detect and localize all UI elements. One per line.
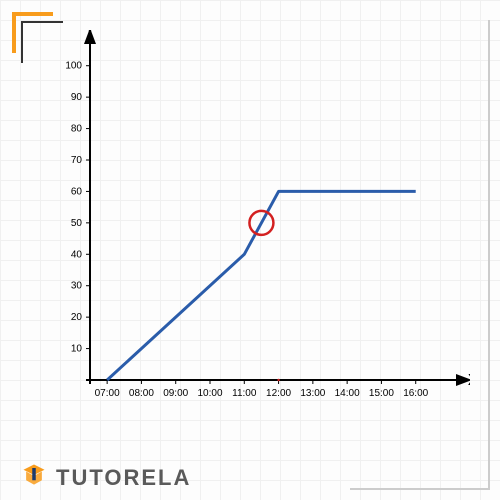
svg-text:10:00: 10:00 [197,388,222,399]
svg-text:90: 90 [71,92,83,103]
svg-text:16:00: 16:00 [403,388,428,399]
svg-text:X: X [468,372,470,389]
line-chart: 10 20 30 40 50 60 70 80 90 100 07:00 08:00 09:00 10:0… [40,30,470,430]
brand-logo-icon [20,461,48,494]
svg-text:20: 20 [71,312,83,323]
svg-text:30: 30 [71,281,83,292]
brand-footer: TUTORELA [20,461,191,494]
svg-text:70: 70 [71,155,83,166]
svg-text:13:00: 13:00 [300,388,325,399]
svg-text:10: 10 [71,344,83,355]
bottom-border-line [350,488,490,490]
svg-text:80: 80 [71,124,83,135]
svg-text:07:00: 07:00 [95,388,120,399]
svg-text:08:00: 08:00 [129,388,154,399]
chart-container: 10 20 30 40 50 60 70 80 90 100 07:00 08:00 09:00 10:0… [40,30,470,430]
svg-text:50: 50 [71,218,83,229]
brand-name: TUTORELA [56,465,191,491]
svg-text:40: 40 [71,249,83,260]
svg-text:14:00: 14:00 [335,388,360,399]
svg-text:09:00: 09:00 [163,388,188,399]
right-border-line [488,20,490,490]
svg-text:100: 100 [65,61,82,72]
svg-text:11:00: 11:00 [232,388,257,399]
svg-text:Y: Y [85,30,96,36]
svg-text:15:00: 15:00 [369,388,394,399]
svg-text:60: 60 [71,186,83,197]
svg-text:12:00: 12:00 [266,388,291,399]
